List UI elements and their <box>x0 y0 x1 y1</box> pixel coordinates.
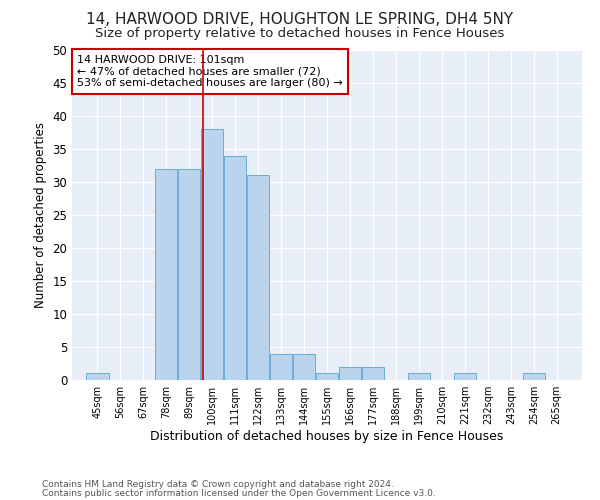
Text: 14, HARWOOD DRIVE, HOUGHTON LE SPRING, DH4 5NY: 14, HARWOOD DRIVE, HOUGHTON LE SPRING, D… <box>86 12 514 28</box>
Bar <box>86 374 109 380</box>
Bar <box>454 374 476 380</box>
Bar <box>155 169 178 380</box>
Bar <box>407 374 430 380</box>
Bar <box>247 176 269 380</box>
Bar <box>293 354 315 380</box>
Text: Contains HM Land Registry data © Crown copyright and database right 2024.: Contains HM Land Registry data © Crown c… <box>42 480 394 489</box>
Y-axis label: Number of detached properties: Number of detached properties <box>34 122 47 308</box>
Bar <box>523 374 545 380</box>
X-axis label: Distribution of detached houses by size in Fence Houses: Distribution of detached houses by size … <box>151 430 503 443</box>
Bar <box>178 169 200 380</box>
Text: Size of property relative to detached houses in Fence Houses: Size of property relative to detached ho… <box>95 28 505 40</box>
Text: Contains public sector information licensed under the Open Government Licence v3: Contains public sector information licen… <box>42 488 436 498</box>
Bar <box>201 129 223 380</box>
Text: 14 HARWOOD DRIVE: 101sqm
← 47% of detached houses are smaller (72)
53% of semi-d: 14 HARWOOD DRIVE: 101sqm ← 47% of detach… <box>77 55 343 88</box>
Bar <box>339 367 361 380</box>
Bar <box>224 156 247 380</box>
Bar <box>316 374 338 380</box>
Bar <box>362 367 384 380</box>
Bar <box>270 354 292 380</box>
